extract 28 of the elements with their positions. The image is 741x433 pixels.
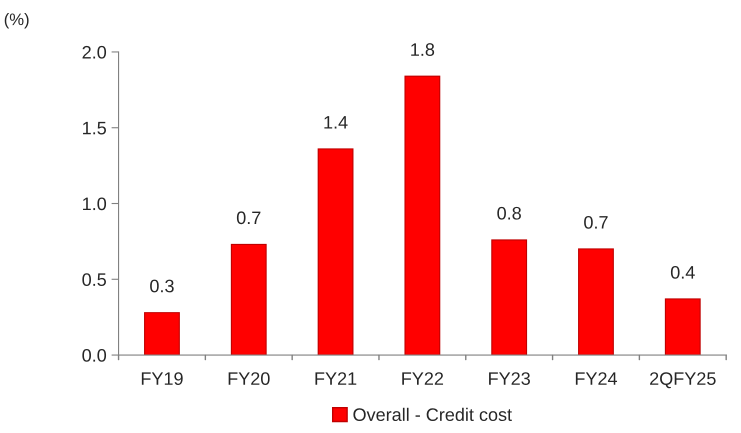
x-tick-label: FY19 bbox=[142, 372, 183, 385]
data-label: 0.4 bbox=[670, 266, 695, 279]
y-tick-label: 0.5 bbox=[82, 273, 106, 286]
x-tick-label: FY20 bbox=[228, 372, 270, 385]
y-tick-label: 2.0 bbox=[82, 46, 106, 59]
y-tick-label: 1.5 bbox=[83, 122, 106, 134]
x-tick-label: FY24 bbox=[576, 372, 618, 385]
bar bbox=[578, 248, 614, 356]
legend-label: Overall - Credit cost bbox=[353, 408, 512, 422]
x-tick-label: 2QFY25 bbox=[650, 372, 716, 388]
y-tick-label: 1.0 bbox=[83, 197, 106, 210]
bar bbox=[144, 312, 180, 356]
x-tick-label: FY22 bbox=[402, 372, 444, 385]
data-label: 0.7 bbox=[236, 211, 260, 224]
data-label: 0.3 bbox=[150, 280, 174, 292]
bar bbox=[404, 76, 440, 356]
x-tick-label: FY21 bbox=[315, 372, 356, 385]
data-label: 0.7 bbox=[584, 216, 608, 229]
data-label: 1.4 bbox=[324, 116, 348, 129]
bar bbox=[664, 298, 701, 356]
bar bbox=[230, 244, 267, 356]
y-tick-label: 0.0 bbox=[82, 348, 106, 362]
bar bbox=[491, 239, 528, 356]
x-tick-label: FY23 bbox=[489, 372, 530, 385]
y-axis-title: (%) bbox=[4, 12, 29, 29]
data-label: 0.8 bbox=[497, 206, 521, 220]
bar bbox=[318, 148, 354, 356]
data-label: 1.8 bbox=[411, 43, 434, 56]
